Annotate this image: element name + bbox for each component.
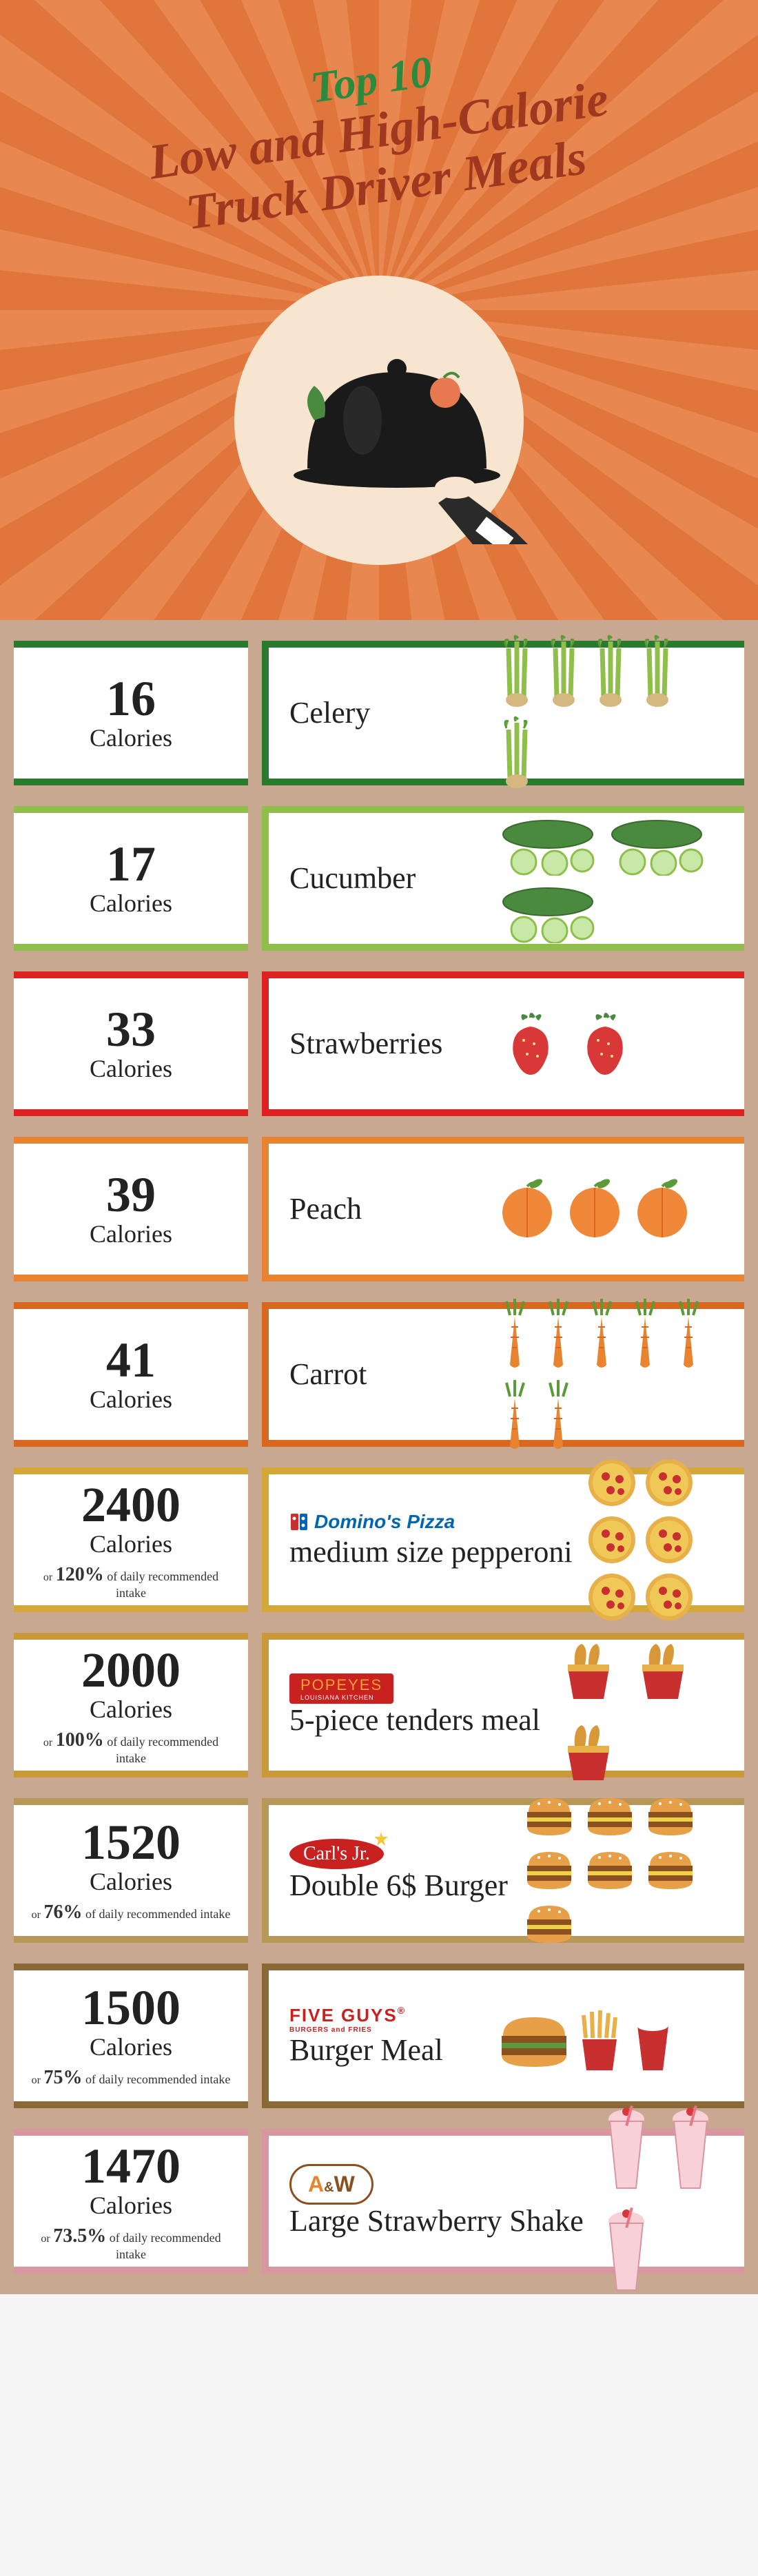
- calorie-box: 1520 Calories or 76% of daily recommende…: [14, 1798, 248, 1943]
- calorie-box: 2400 Calories or 120% of daily recommend…: [14, 1467, 248, 1612]
- calorie-box: 2000 Calories or 100% of daily recommend…: [14, 1633, 248, 1778]
- food-icons: [586, 1457, 724, 1623]
- food-text: Celery: [289, 697, 482, 730]
- meal-row: 33 Calories Strawberries: [0, 971, 758, 1137]
- header-section: Top 10 Low and High-Calorie Truck Driver…: [0, 0, 758, 620]
- food-icons: [554, 1627, 724, 1784]
- meal-row: 1520 Calories or 76% of daily recommende…: [0, 1798, 758, 1964]
- food-box: A&W Large Strawberry Shake: [262, 2129, 744, 2274]
- calorie-number: 2400: [81, 1480, 181, 1529]
- calorie-number: 2000: [81, 1645, 181, 1695]
- meal-row: 41 Calories Carrot: [0, 1302, 758, 1467]
- brand-carls: Carl's Jr.: [289, 1839, 508, 1869]
- food-box: Carl's Jr. Double 6$ Burger: [262, 1798, 744, 1943]
- food-name: Strawberries: [289, 1027, 482, 1060]
- food-name: Peach: [289, 1193, 482, 1226]
- intake-text: or 73.5% of daily recommended intake: [28, 2225, 234, 2262]
- calorie-label: Calories: [90, 889, 172, 918]
- calorie-number: 1470: [81, 2141, 181, 2191]
- food-box: Strawberries: [262, 971, 744, 1116]
- food-box: Peach: [262, 1137, 744, 1281]
- meal-row: 17 Calories Cucumber: [0, 806, 758, 971]
- food-text: Strawberries: [289, 1027, 482, 1060]
- meal-row: 2000 Calories or 100% of daily recommend…: [0, 1633, 758, 1798]
- food-icons: [496, 814, 724, 943]
- food-icons: [496, 1296, 724, 1453]
- food-name: Celery: [289, 697, 482, 730]
- rows-container: 16 Calories Celery 17 Calories Cucumber: [0, 641, 758, 2294]
- food-text: Domino's Pizza medium size pepperoni: [289, 1511, 573, 1569]
- meal-row: 1470 Calories or 73.5% of daily recommen…: [0, 2129, 758, 2294]
- food-box: Carrot: [262, 1302, 744, 1447]
- calorie-label: Calories: [90, 1054, 172, 1083]
- food-box: POPEYESLOUISIANA KITCHEN 5-piece tenders…: [262, 1633, 744, 1778]
- intake-text: or 76% of daily recommended intake: [32, 1902, 231, 1924]
- food-box: Cucumber: [262, 806, 744, 951]
- intake-text: or 100% of daily recommended intake: [28, 1729, 234, 1766]
- food-name: Carrot: [289, 1358, 482, 1391]
- meal-row: 16 Calories Celery: [0, 641, 758, 806]
- brand-aw: A&W: [289, 2164, 584, 2205]
- calorie-number: 16: [106, 674, 156, 723]
- food-icons: [496, 1178, 724, 1240]
- calorie-label: Calories: [90, 1219, 172, 1248]
- intake-text: or 75% of daily recommended intake: [32, 2067, 231, 2089]
- food-text: A&W Large Strawberry Shake: [289, 2164, 584, 2238]
- calorie-box: 1500 Calories or 75% of daily recommende…: [14, 1964, 248, 2108]
- food-icons: [496, 1984, 724, 2088]
- calorie-number: 39: [106, 1170, 156, 1219]
- calorie-label: Calories: [90, 2191, 172, 2220]
- food-text: POPEYESLOUISIANA KITCHEN 5-piece tenders…: [289, 1673, 540, 1737]
- food-icons: [597, 2102, 724, 2300]
- meal-row: 39 Calories Peach: [0, 1137, 758, 1302]
- food-icons: [496, 635, 724, 792]
- calorie-box: 41 Calories: [14, 1302, 248, 1447]
- calorie-number: 33: [106, 1004, 156, 1054]
- food-name: Burger Meal: [289, 2034, 482, 2067]
- calorie-label: Calories: [90, 1529, 172, 1558]
- calorie-label: Calories: [90, 1385, 172, 1414]
- calorie-label: Calories: [90, 723, 172, 752]
- calorie-box: 39 Calories: [14, 1137, 248, 1281]
- food-name: Cucumber: [289, 862, 482, 895]
- calorie-box: 16 Calories: [14, 641, 248, 785]
- food-name: Large Strawberry Shake: [289, 2205, 584, 2238]
- food-box: FIVE GUYS®BURGERS and FRIES Burger Meal: [262, 1964, 744, 2108]
- food-text: FIVE GUYS®BURGERS and FRIES Burger Meal: [289, 2005, 482, 2067]
- food-name: Double 6$ Burger: [289, 1869, 508, 1902]
- intake-text: or 120% of daily recommended intake: [28, 1564, 234, 1600]
- brand-popeyes: POPEYESLOUISIANA KITCHEN: [289, 1673, 540, 1704]
- calorie-label: Calories: [90, 1867, 172, 1896]
- calorie-box: 17 Calories: [14, 806, 248, 951]
- food-name: medium size pepperoni: [289, 1536, 573, 1569]
- food-name: 5-piece tenders meal: [289, 1704, 540, 1737]
- food-box: Domino's Pizza medium size pepperoni: [262, 1467, 744, 1612]
- calorie-number: 1520: [81, 1817, 181, 1867]
- food-text: Peach: [289, 1193, 482, 1226]
- food-box: Celery: [262, 641, 744, 785]
- brand-fiveguys: FIVE GUYS®BURGERS and FRIES: [289, 2005, 482, 2034]
- food-text: Carl's Jr. Double 6$ Burger: [289, 1839, 508, 1902]
- calorie-label: Calories: [90, 2032, 172, 2061]
- calorie-box: 1470 Calories or 73.5% of daily recommen…: [14, 2129, 248, 2274]
- cloche-icon: [280, 296, 528, 544]
- food-icons: [496, 1009, 724, 1078]
- calorie-number: 1500: [81, 1983, 181, 2032]
- food-text: Carrot: [289, 1358, 482, 1391]
- calorie-number: 41: [106, 1335, 156, 1385]
- calorie-box: 33 Calories: [14, 971, 248, 1116]
- meal-row: 2400 Calories or 120% of daily recommend…: [0, 1467, 758, 1633]
- calorie-label: Calories: [90, 1695, 172, 1724]
- infographic-container: Top 10 Low and High-Calorie Truck Driver…: [0, 0, 758, 2294]
- food-text: Cucumber: [289, 862, 482, 895]
- food-icons: [522, 1793, 724, 1948]
- calorie-number: 17: [106, 839, 156, 889]
- brand-dominos: Domino's Pizza: [289, 1511, 573, 1533]
